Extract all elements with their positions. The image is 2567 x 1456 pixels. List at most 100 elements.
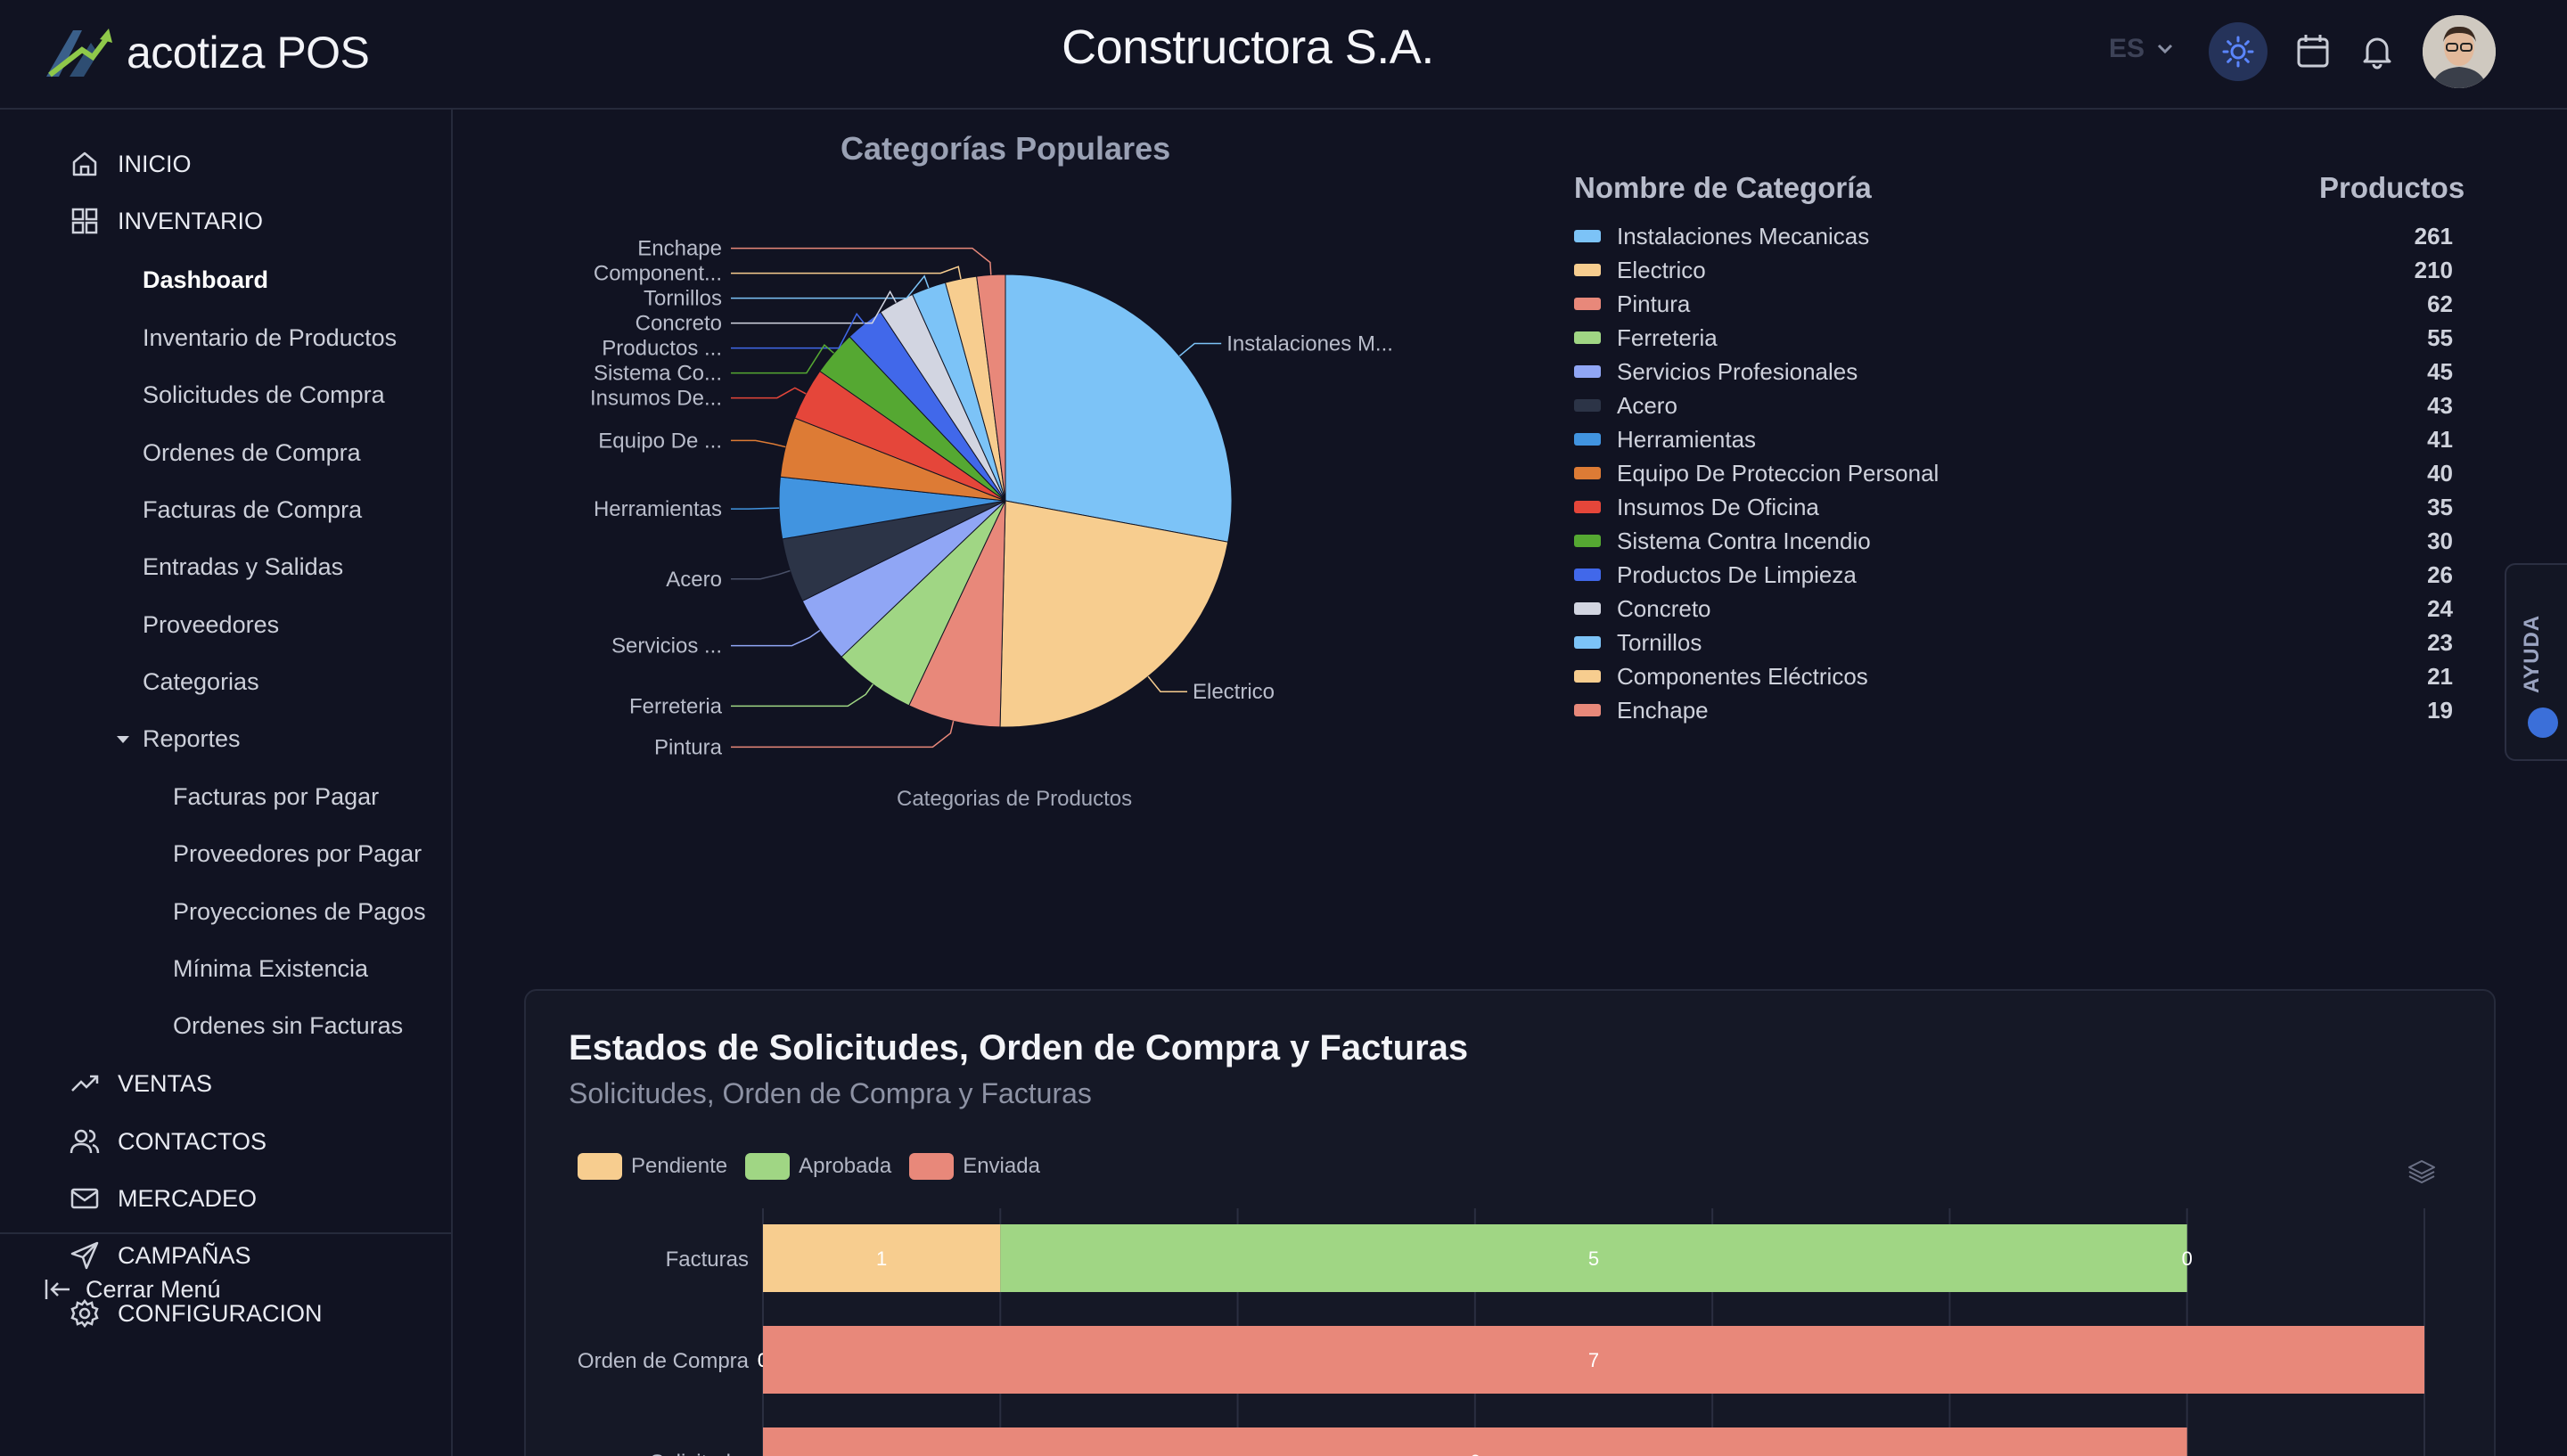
pie-slice-label: Productos ...: [602, 337, 722, 361]
sidebar-report-minima-existencia[interactable]: Mínima Existencia: [173, 955, 369, 982]
legend-row[interactable]: Sistema Contra Incendio 30: [1574, 524, 2453, 558]
sidebar-report-ordenes-sin-facturas[interactable]: Ordenes sin Facturas: [173, 1012, 404, 1039]
pie-slice-label: Pintura: [654, 735, 723, 759]
legend-row[interactable]: Ferreteria 55: [1574, 321, 2453, 355]
sidebar-subitem-ordenes-compra[interactable]: Ordenes de Compra: [143, 439, 361, 466]
bar-segment[interactable]: [763, 1224, 1001, 1292]
sidebar-subitem-solicitudes-compra[interactable]: Solicitudes de Compra: [143, 381, 385, 408]
language-selector[interactable]: ES: [2109, 34, 2173, 64]
sidebar-subitem-facturas-compra[interactable]: Facturas de Compra: [143, 496, 363, 523]
bar-segment[interactable]: [1000, 1224, 2187, 1292]
sidebar-item-configuracion[interactable]: CONFIGURACION: [70, 1298, 323, 1329]
legend-category-value: 24: [2427, 594, 2453, 622]
bar-value-label: 1: [876, 1247, 887, 1270]
legend-swatch: [1574, 467, 1601, 479]
legend-swatch: [1574, 535, 1601, 547]
legend-row[interactable]: Servicios Profesionales 45: [1574, 355, 2453, 389]
legend-row[interactable]: Instalaciones Mecanicas 261: [1574, 219, 2453, 253]
sidebar-item-mercadeo[interactable]: MERCADEO: [70, 1183, 257, 1214]
pie-slice[interactable]: [1005, 274, 1233, 543]
bar-value-label: 5: [1588, 1247, 1599, 1270]
legend-category-name: Servicios Profesionales: [1617, 357, 1858, 385]
legend-category-value: 26: [2427, 560, 2453, 588]
legend-category-value: 19: [2427, 696, 2453, 724]
legend-category-name: Electrico: [1617, 256, 1706, 283]
bar-value-label: 7: [1588, 1349, 1599, 1371]
help-icon[interactable]: [2528, 708, 2558, 738]
legend-category-value: 41: [2427, 425, 2453, 453]
pie-slice[interactable]: [999, 500, 1229, 728]
calendar-icon[interactable]: [2294, 32, 2332, 70]
sidebar-report-proyecciones-pagos[interactable]: Proyecciones de Pagos: [173, 898, 426, 925]
legend-category-name: Ferreteria: [1617, 323, 1718, 351]
legend-category-name: Pintura: [1617, 290, 1691, 317]
app-logo[interactable]: acotiza POS: [43, 23, 370, 82]
legend-row[interactable]: Componentes Eléctricos 21: [1574, 659, 2453, 693]
legend-row[interactable]: Equipo De Proteccion Personal 40: [1574, 456, 2453, 490]
bar-legend-item[interactable]: Pendiente: [578, 1153, 727, 1180]
bar-segment[interactable]: [763, 1326, 2424, 1394]
bar-segment[interactable]: [763, 1427, 2187, 1456]
sidebar-item-label: VENTAS: [118, 1069, 213, 1097]
pie-slice-label: Ferreteria: [629, 694, 723, 718]
legend-category-value: 45: [2427, 357, 2453, 385]
sidebar-item-label: MERCADEO: [118, 1184, 258, 1212]
sidebar-item-label: CONFIGURACION: [118, 1299, 323, 1327]
user-avatar[interactable]: [2423, 15, 2496, 88]
legend-swatch: [1574, 433, 1601, 446]
legend-row[interactable]: Productos De Limpieza 26: [1574, 558, 2453, 592]
layers-icon[interactable]: [2407, 1157, 2437, 1187]
sidebar-subitem-reportes[interactable]: Reportes: [114, 725, 241, 753]
sidebar-subitem-proveedores[interactable]: Proveedores: [143, 611, 280, 638]
legend-row[interactable]: Herramientas 41: [1574, 422, 2453, 456]
legend-category-name: Acero: [1617, 391, 1677, 419]
bar-category-label: Orden de Compra: [578, 1349, 750, 1373]
legend-row[interactable]: Acero 43: [1574, 389, 2453, 422]
legend-category-value: 62: [2427, 290, 2453, 317]
legend-category-value: 35: [2427, 493, 2453, 520]
sidebar-item-inicio[interactable]: INICIO: [70, 149, 192, 179]
bell-icon[interactable]: [2358, 32, 2396, 70]
pie-slice-label: Herramientas: [594, 497, 722, 521]
help-label: AYUDA: [2520, 614, 2544, 693]
legend-row[interactable]: Tornillos 23: [1574, 626, 2453, 659]
pie-slice-label: Sistema Co...: [594, 362, 722, 386]
sidebar-item-ventas[interactable]: VENTAS: [70, 1068, 212, 1099]
legend-row[interactable]: Enchape 19: [1574, 693, 2453, 727]
trending-up-icon: [71, 1075, 99, 1092]
legend-category-name: Insumos De Oficina: [1617, 493, 1819, 520]
sidebar-report-facturas-por-pagar[interactable]: Facturas por Pagar: [173, 783, 380, 810]
sidebar-item-campanas[interactable]: CAMPAÑAS: [70, 1240, 251, 1271]
sidebar-item-label: Reportes: [143, 725, 241, 752]
sidebar-item-label: INICIO: [118, 150, 192, 177]
sidebar: INICIO INVENTARIO Dashboard Inventario d…: [0, 110, 453, 1456]
sidebar-subitem-dashboard[interactable]: Dashboard: [143, 266, 269, 293]
legend-category-name: Enchape: [1617, 696, 1709, 724]
theme-toggle-button[interactable]: [2209, 22, 2268, 81]
legend-category-name: Productos De Limpieza: [1617, 560, 1857, 588]
legend-row[interactable]: Concreto 24: [1574, 592, 2453, 626]
legend-swatch: [1574, 704, 1601, 716]
status-chart-title: Estados de Solicitudes, Orden de Compra …: [569, 1028, 1469, 1067]
pie-slice-label: Concreto: [636, 312, 722, 336]
sidebar-subitem-entradas-salidas[interactable]: Entradas y Salidas: [143, 553, 344, 580]
bar-legend-swatch: [909, 1153, 955, 1180]
sidebar-item-contactos[interactable]: CONTACTOS: [70, 1126, 267, 1157]
bar-chart-legend: Pendiente Aprobada Enviada: [578, 1153, 1046, 1180]
legend-category-value: 21: [2427, 662, 2453, 690]
bar-legend-item[interactable]: Aprobada: [745, 1153, 891, 1180]
logo-icon: [46, 29, 112, 78]
sidebar-report-proveedores-por-pagar[interactable]: Proveedores por Pagar: [173, 840, 422, 867]
legend-row[interactable]: Pintura 62: [1574, 287, 2453, 321]
sidebar-subitem-categorias[interactable]: Categorias: [143, 668, 259, 695]
legend-row[interactable]: Electrico 210: [1574, 253, 2453, 287]
legend-category-name: Instalaciones Mecanicas: [1617, 222, 1870, 249]
sidebar-item-inventario[interactable]: INVENTARIO: [70, 206, 263, 236]
legend-row[interactable]: Insumos De Oficina 35: [1574, 490, 2453, 524]
sidebar-subitem-inventario-productos[interactable]: Inventario de Productos: [143, 324, 398, 351]
gear-icon: [70, 1298, 99, 1329]
legend-swatch: [1574, 399, 1601, 412]
legend-category-value: 210: [2414, 256, 2453, 283]
bar-legend-item[interactable]: Enviada: [909, 1153, 1040, 1180]
close-menu-button[interactable]: Cerrar Menú: [43, 1274, 221, 1305]
